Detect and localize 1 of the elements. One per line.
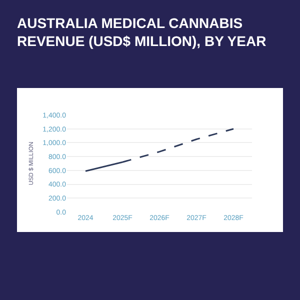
chart-title: AUSTRALIA MEDICAL CANNABIS REVENUE (USD$ MILLION), BY YEAR [17, 15, 266, 50]
